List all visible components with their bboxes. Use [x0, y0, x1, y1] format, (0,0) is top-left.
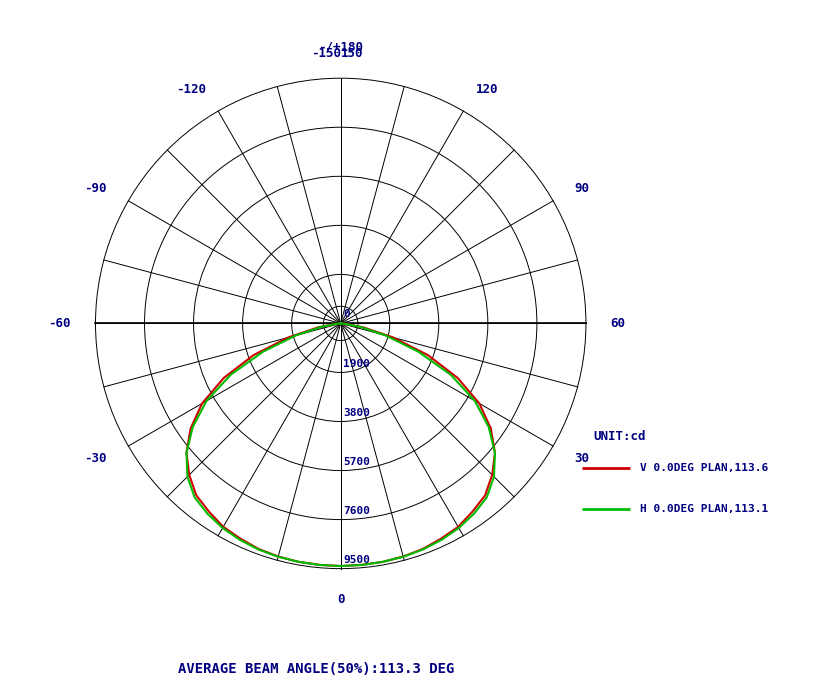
- Text: 60: 60: [611, 317, 626, 330]
- Text: 120: 120: [475, 83, 498, 96]
- Text: -30: -30: [85, 452, 107, 465]
- Text: -120: -120: [176, 83, 206, 96]
- Text: AVERAGE BEAM ANGLE(50%):113.3 DEG: AVERAGE BEAM ANGLE(50%):113.3 DEG: [178, 662, 454, 676]
- Text: UNIT:cd: UNIT:cd: [593, 430, 647, 443]
- Text: 0: 0: [343, 308, 350, 319]
- Text: 3800: 3800: [343, 408, 370, 418]
- Text: -150: -150: [311, 47, 341, 60]
- Text: 5700: 5700: [343, 457, 370, 467]
- Text: -90: -90: [85, 182, 107, 195]
- Text: H 0.0DEG PLAN,113.1: H 0.0DEG PLAN,113.1: [640, 504, 768, 514]
- Text: 1900: 1900: [343, 359, 370, 369]
- Text: V 0.0DEG PLAN,113.6: V 0.0DEG PLAN,113.6: [640, 463, 768, 473]
- Text: -60: -60: [48, 317, 71, 330]
- Text: 150: 150: [341, 47, 363, 60]
- Text: 9500: 9500: [343, 555, 370, 565]
- Text: -/+180: -/+180: [318, 40, 363, 53]
- Text: 90: 90: [574, 182, 589, 195]
- Text: 30: 30: [574, 452, 589, 465]
- Text: 7600: 7600: [343, 506, 370, 516]
- Text: 0: 0: [337, 593, 345, 606]
